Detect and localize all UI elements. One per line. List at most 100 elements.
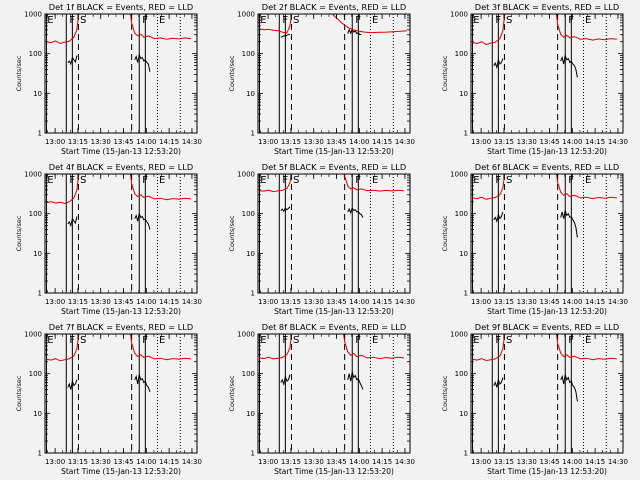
x-tick-label: 14:30 [182,138,202,146]
lld-series-line-2 [555,14,617,41]
marker-letter-e: E [47,335,53,346]
chart-svg: Det 2f BLACK = Events, RED = LLD Counts/s… [228,2,415,156]
chart-title: Det 3f BLACK = Events, RED = LLD [475,2,619,12]
x-tick-label: 13:15 [68,458,88,466]
x-tick-label: 14:30 [608,298,628,306]
y-axis-label: Counts/sec [228,215,236,251]
chart-svg: Det 1f BLACK = Events, RED = LLD Counts/s… [15,2,202,156]
marker-letter-f: F [142,335,148,346]
events-series-line-2 [560,53,578,78]
x-tick-label: 14:00 [562,458,582,466]
x-tick-label: 13:45 [539,138,559,146]
x-tick-label: 13:45 [326,458,346,466]
x-tick-label: 13:30 [91,458,111,466]
y-tick-label: 100 [242,210,255,218]
x-tick-label: 14:30 [395,138,415,146]
x-tick-label: 13:45 [113,298,133,306]
events-series-line-2 [560,374,578,402]
chart-svg: Det 4f BLACK = Events, RED = LLD Counts/s… [15,162,202,316]
y-tick-label: 10 [33,410,42,418]
x-tick-label: 14:30 [608,138,628,146]
x-tick-label: 13:00 [45,298,65,306]
x-tick-label: 13:30 [304,138,324,146]
x-tick-label: 13:45 [539,458,559,466]
x-tick-label: 13:45 [539,298,559,306]
lld-series-line-1 [472,174,506,200]
x-tick-label: 13:00 [258,458,278,466]
y-tick-label: 1 [251,450,255,458]
x-axis-label: Start Time (15-Jan-13 12:53:20) [487,467,607,476]
x-tick-label: 13:00 [258,298,278,306]
chart-svg: Det 9f BLACK = Events, RED = LLD Counts/s… [441,322,628,476]
lld-series-line-2 [331,14,408,34]
y-tick-label: 100 [455,370,468,378]
marker-letter-f: F [282,175,288,186]
x-tick-label: 13:15 [281,138,301,146]
x-tick-label: 13:45 [326,138,346,146]
x-tick-label: 14:15 [372,458,392,466]
marker-letter-e: E [260,15,266,26]
y-axis-label: Counts/sec [441,55,449,91]
chart-svg: Det 5f BLACK = Events, RED = LLD Counts/s… [228,162,415,316]
marker-letter-e: E [585,15,591,26]
y-tick-label: 1 [38,290,42,298]
lld-series-line-1 [472,14,506,46]
y-tick-label: 10 [459,410,468,418]
series-group [46,174,191,230]
y-tick-label: 10 [246,250,255,258]
x-tick-label: 14:15 [585,298,605,306]
y-tick-label: 1000 [24,171,42,179]
y-tick-label: 100 [455,50,468,58]
x-tick-label: 14:15 [372,138,392,146]
marker-letter-e: E [159,175,165,186]
detector-panel-8: Det 8f BLACK = Events, RED = LLD Counts/s… [213,320,426,480]
chart-title: Det 6f BLACK = Events, RED = LLD [475,162,619,172]
y-tick-label: 10 [33,90,42,98]
plot-frame [44,13,198,134]
events-series-line-2 [347,28,362,36]
y-tick-label: 100 [242,50,255,58]
events-series-line-1 [280,206,291,213]
x-tick-label: 14:15 [585,458,605,466]
chart-title: Det 1f BLACK = Events, RED = LLD [49,2,193,12]
x-tick-label: 13:15 [494,298,514,306]
y-tick-label: 100 [29,370,42,378]
series-group [46,14,191,72]
events-series-line-2 [347,206,364,218]
y-axis-label: Counts/sec [228,55,236,91]
marker-letter-e: E [585,335,591,346]
lld-series-line-2 [130,14,191,40]
y-axis-label: Counts/sec [15,55,23,91]
x-tick-label: 14:15 [159,458,179,466]
y-tick-label: 1000 [450,171,468,179]
events-series-line-1 [67,55,78,66]
x-tick-label: 14:00 [562,138,582,146]
x-tick-label: 13:15 [281,298,301,306]
marker-letter-f: F [355,335,361,346]
x-tick-label: 14:00 [136,138,156,146]
x-tick-label: 13:15 [494,458,514,466]
marker-letter-f: F [282,335,288,346]
marker-letter-e: E [372,335,378,346]
marker-letter-f: F [69,15,75,26]
lld-series-line-2 [130,334,191,361]
x-tick-label: 14:15 [372,298,392,306]
events-series-line-1 [493,377,504,388]
detector-panel-4: Det 4f BLACK = Events, RED = LLD Counts/s… [0,160,213,320]
x-tick-label: 13:30 [91,138,111,146]
detector-panel-2: Det 2f BLACK = Events, RED = LLD Counts/s… [213,0,426,160]
x-tick-label: 13:15 [68,138,88,146]
marker-letter-f: F [69,335,75,346]
marker-letter-s: S [293,335,299,346]
y-tick-label: 1 [251,290,255,298]
x-tick-label: 13:15 [494,138,514,146]
x-tick-label: 14:00 [349,458,369,466]
x-tick-label: 13:00 [45,458,65,466]
lld-series-line-2 [556,334,617,361]
marker-letter-f: F [355,15,361,26]
lld-series-line-1 [46,14,80,45]
y-tick-label: 1 [251,130,255,138]
x-axis-label: Start Time (15-Jan-13 12:53:20) [274,147,394,156]
y-tick-label: 1 [464,450,468,458]
y-tick-label: 1 [38,130,42,138]
